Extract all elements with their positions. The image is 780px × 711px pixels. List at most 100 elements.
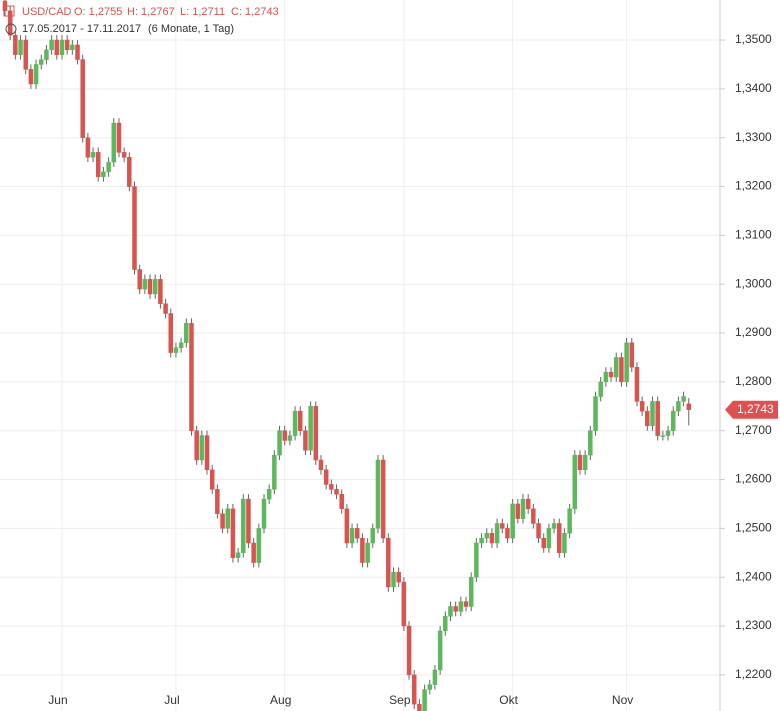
candle-body — [33, 64, 39, 85]
candle-body — [266, 489, 272, 500]
candle-body — [116, 122, 122, 153]
candle-body — [443, 616, 448, 632]
candle-body — [329, 484, 334, 490]
candle-body — [75, 44, 80, 60]
high-text: H: 1,2767 — [127, 6, 175, 18]
last-price-marker — [725, 400, 778, 419]
candle-body — [484, 533, 489, 539]
candle-body — [417, 703, 422, 711]
candle-body — [137, 269, 142, 290]
candle-body — [479, 537, 484, 544]
candle-body — [370, 528, 376, 544]
candle-body — [277, 430, 282, 456]
candle-body — [282, 430, 287, 441]
y-tick-label: 1,2500 — [735, 521, 772, 535]
candle-body — [603, 371, 609, 383]
candle-body — [593, 396, 598, 431]
candle-body — [505, 528, 510, 539]
grid — [0, 0, 720, 711]
candle-body — [660, 435, 666, 437]
candle-body — [241, 498, 246, 554]
candle-body — [510, 503, 515, 539]
candle-body — [531, 508, 536, 524]
candle-body — [272, 454, 277, 490]
candle-body — [458, 601, 464, 612]
x-tick-label: Jun — [48, 693, 67, 707]
x-tick-label: Jul — [164, 693, 179, 707]
candle-body — [13, 34, 18, 55]
candle-body — [54, 39, 60, 55]
candle-body — [344, 508, 350, 544]
candle-body — [204, 435, 210, 471]
candle-body — [448, 606, 453, 617]
candle-body — [645, 410, 650, 427]
candle-body — [463, 601, 469, 607]
y-tick-label: 1,3300 — [735, 130, 772, 144]
candle-body — [634, 366, 640, 402]
candle-body — [127, 156, 132, 187]
candle-body — [624, 342, 629, 383]
candle-body — [572, 454, 578, 510]
candle-body — [639, 401, 645, 412]
candle-body — [608, 371, 614, 378]
y-tick-label: 1,3000 — [735, 276, 772, 290]
candle-body — [365, 542, 370, 563]
y-tick-label: 1,3100 — [735, 228, 772, 242]
y-tick-label: 1,2400 — [735, 569, 772, 583]
candle-body — [613, 357, 619, 378]
candle-body — [28, 69, 34, 85]
candle-body — [681, 396, 686, 402]
candle-body — [665, 430, 671, 436]
y-tick-label: 1,2700 — [735, 423, 772, 437]
candle-body — [85, 137, 91, 158]
y-tick-label: 1,3400 — [735, 81, 772, 95]
candle-body — [427, 684, 433, 690]
candle-body — [70, 44, 75, 51]
candle-body — [567, 508, 572, 534]
candle-body — [225, 508, 230, 529]
candle-body — [541, 537, 546, 549]
candle-body — [577, 454, 583, 471]
candle-body — [588, 430, 593, 456]
y-tick-label: 1,2800 — [735, 374, 772, 388]
candle-body — [230, 508, 236, 558]
candle-body — [380, 459, 386, 539]
y-tick-label: 1,2600 — [735, 472, 772, 486]
y-tick-label: 1,2300 — [735, 618, 772, 632]
candle-body — [500, 523, 505, 529]
open-text: O: 1,2755 — [74, 6, 122, 18]
candle-body — [339, 493, 344, 510]
candle-body — [178, 342, 184, 348]
candle-body — [536, 523, 541, 539]
x-tick-label: Aug — [270, 693, 291, 707]
candle-body — [80, 59, 85, 138]
candle-body — [494, 523, 500, 544]
candle-body — [411, 674, 417, 705]
candle-body — [349, 528, 355, 544]
candle-body — [655, 401, 660, 436]
candle-body — [59, 39, 65, 55]
x-tick-label: Okt — [499, 693, 518, 707]
candle-body — [422, 689, 427, 711]
candle-body — [650, 401, 655, 427]
candle-body — [194, 430, 199, 461]
candle-body — [360, 537, 365, 563]
candle-body — [168, 313, 174, 353]
candle-body — [287, 435, 293, 441]
candle-body — [292, 410, 298, 436]
candle-body — [95, 152, 101, 178]
candle-body — [468, 576, 474, 607]
candle-body — [489, 533, 495, 544]
candle-body — [261, 498, 267, 529]
candle-body — [406, 625, 412, 676]
candle-body — [515, 503, 521, 519]
candle-body — [670, 410, 676, 431]
y-tick-label: 1,3200 — [735, 179, 772, 193]
candle-body — [189, 323, 194, 431]
candle-body — [39, 59, 44, 65]
candle-body — [163, 303, 168, 314]
candle-body — [101, 171, 106, 178]
candle-body — [629, 342, 635, 368]
candle-body — [64, 39, 70, 51]
